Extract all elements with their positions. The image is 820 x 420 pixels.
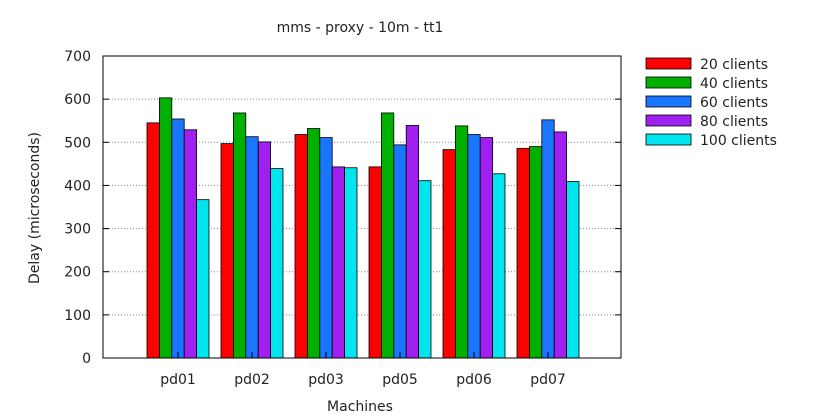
bar	[319, 137, 333, 359]
bar	[220, 143, 234, 359]
y-ticks: 0 100 200 300 400 500 600 700	[64, 49, 621, 367]
bar	[306, 128, 321, 359]
x-ticks: pd01 pd02 pd03 pd05 pd06 pd07	[160, 352, 566, 388]
bar	[344, 167, 358, 359]
x-tick-label: pd05	[382, 372, 418, 388]
bar	[516, 147, 530, 359]
legend-swatch	[645, 95, 692, 108]
x-tick-label: pd06	[456, 372, 492, 388]
legend-label: 40 clients	[700, 76, 768, 92]
x-tick-label: pd02	[234, 372, 270, 388]
legend-swatch	[645, 114, 692, 127]
y-tick-label: 500	[64, 135, 91, 151]
bar	[183, 129, 197, 359]
bar	[294, 134, 308, 359]
bar	[171, 118, 185, 359]
y-axis-label: Delay (microseconds)	[27, 132, 43, 284]
x-tick-label: pd01	[160, 372, 196, 388]
bar	[196, 199, 210, 359]
bar	[418, 180, 432, 359]
y-tick-label: 100	[64, 308, 91, 324]
bar	[467, 134, 481, 359]
plot-frame	[102, 55, 622, 359]
legend-label: 100 clients	[700, 133, 777, 149]
bar	[146, 122, 160, 359]
bar	[553, 131, 568, 359]
bar	[368, 166, 382, 359]
bar	[541, 119, 555, 359]
bar	[479, 137, 494, 359]
grid-lines	[103, 98, 621, 316]
x-axis-label: Machines	[327, 399, 393, 415]
chart-title: mms - proxy - 10m - tt1	[277, 20, 444, 36]
bar	[442, 149, 456, 359]
bar	[245, 136, 259, 359]
bar	[566, 181, 580, 359]
legend: 20 clients 40 clients 60 clients 80 clients…	[645, 57, 777, 149]
bar	[405, 125, 420, 359]
bar	[158, 97, 173, 359]
legend-swatch	[645, 57, 692, 70]
x-tick-label: pd07	[530, 372, 566, 388]
x-tick-label: pd03	[308, 372, 344, 388]
bar	[529, 146, 543, 359]
legend-label: 80 clients	[700, 114, 768, 130]
legend-label: 20 clients	[700, 57, 768, 73]
bar	[492, 173, 506, 359]
y-tick-label: 0	[82, 351, 91, 367]
bar	[270, 168, 284, 359]
bar	[232, 112, 247, 359]
legend-swatch	[645, 133, 692, 146]
bar	[257, 141, 272, 359]
legend-label: 60 clients	[700, 95, 768, 111]
y-tick-label: 700	[64, 49, 91, 65]
bar	[454, 125, 469, 359]
legend-swatch	[645, 76, 692, 89]
bar	[393, 144, 407, 359]
y-tick-label: 400	[64, 178, 91, 194]
y-tick-label: 300	[64, 222, 91, 238]
y-tick-label: 200	[64, 265, 91, 281]
bar	[380, 112, 395, 359]
bar	[331, 166, 346, 359]
bars-group	[146, 97, 580, 359]
y-tick-label: 600	[64, 92, 91, 108]
